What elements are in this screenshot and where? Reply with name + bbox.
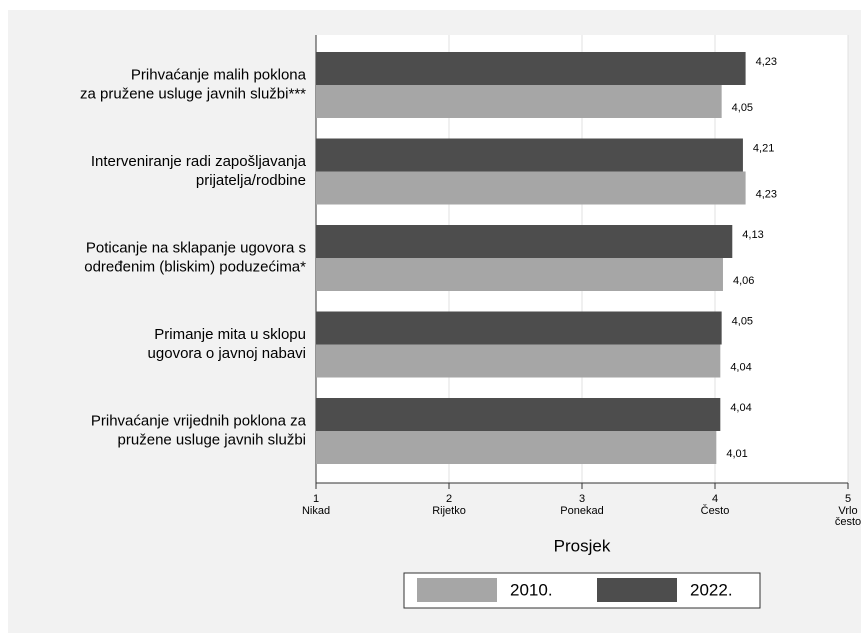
value-label: 4,04 bbox=[730, 402, 751, 414]
legend-label: 2022. bbox=[690, 580, 733, 599]
x-tick-name: Rijetko bbox=[432, 505, 466, 517]
x-tick-label: 5 bbox=[845, 493, 851, 505]
y-tick-label: Prihvaćanje vrijednih poklona za bbox=[91, 412, 307, 429]
bar bbox=[316, 258, 723, 291]
legend-swatch bbox=[417, 578, 497, 602]
legend-label: 2010. bbox=[510, 580, 553, 599]
bar bbox=[316, 52, 746, 85]
x-tick-name: Vrlo bbox=[838, 505, 857, 517]
y-tick-label: Primanje mita u sklopu bbox=[154, 326, 306, 343]
bar bbox=[316, 431, 717, 464]
x-tick-name: Ponekad bbox=[560, 505, 603, 517]
y-tick-label: ugovora o javnoj nabavi bbox=[148, 345, 306, 362]
x-axis-label: Prosjek bbox=[554, 536, 611, 555]
y-tick-label: za pružene usluge javnih službi*** bbox=[80, 85, 306, 102]
x-tick-label: 2 bbox=[446, 493, 452, 505]
bar bbox=[316, 85, 722, 118]
value-label: 4,23 bbox=[756, 56, 777, 68]
y-tick-label: Interveniranje radi zapošljavanja bbox=[91, 153, 307, 170]
x-tick-name: Često bbox=[701, 504, 730, 517]
value-label: 4,04 bbox=[730, 361, 751, 373]
x-tick-label: 4 bbox=[712, 493, 718, 505]
x-tick-name: često bbox=[835, 516, 861, 528]
y-tick-label: Prihvaćanje malih poklona bbox=[131, 66, 307, 83]
bar bbox=[316, 138, 743, 172]
x-tick-label: 3 bbox=[579, 493, 585, 505]
y-tick-label: Poticanje na sklapanje ugovora s bbox=[86, 239, 306, 256]
legend-swatch bbox=[597, 578, 677, 602]
y-tick-label: pružene usluge javnih službi bbox=[118, 431, 306, 448]
value-label: 4,13 bbox=[742, 229, 763, 241]
bar bbox=[316, 311, 722, 345]
y-tick-label: prijatelja/rodbine bbox=[196, 172, 306, 189]
bar bbox=[316, 225, 733, 258]
value-label: 4,05 bbox=[732, 102, 753, 114]
value-label: 4,06 bbox=[733, 275, 754, 287]
value-label: 4,21 bbox=[753, 142, 774, 154]
bar bbox=[316, 344, 721, 378]
y-tick-label: određenim (bliskim) poduzećima* bbox=[84, 258, 306, 275]
x-tick-label: 1 bbox=[313, 493, 319, 505]
value-label: 4,05 bbox=[732, 315, 753, 327]
x-tick-name: Nikad bbox=[302, 505, 330, 517]
bar bbox=[316, 398, 721, 431]
value-label: 4,01 bbox=[726, 448, 747, 460]
value-label: 4,23 bbox=[756, 188, 777, 200]
bar bbox=[316, 171, 746, 205]
